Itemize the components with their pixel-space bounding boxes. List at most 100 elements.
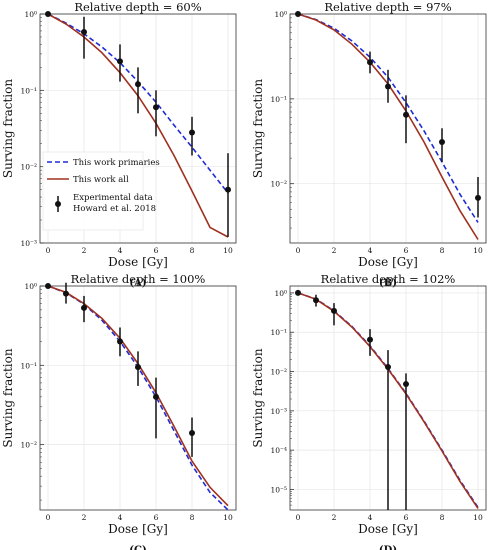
y-tick-label: 10⁻³	[20, 239, 37, 248]
y-axis-title: Surving fraction	[1, 348, 15, 447]
x-tick-label: 2	[332, 246, 337, 255]
data-point	[367, 336, 373, 343]
x-tick-label: 10	[473, 246, 483, 255]
y-tick-label: 10⁻²	[270, 368, 287, 377]
y-axis-title: Surving fraction	[1, 79, 15, 178]
y-tick-label: 10⁻²	[20, 163, 37, 172]
x-tick-label: 4	[118, 513, 123, 522]
data-point	[63, 290, 69, 297]
panel-label: (A)	[129, 278, 146, 289]
data-point	[153, 104, 159, 111]
x-tick-label: 0	[296, 513, 301, 522]
panel-c: 0 2 4 6 8 10 10⁻² 10⁻¹ 10⁰ Relative depth = 100% D…	[1, 272, 237, 550]
data-point	[403, 381, 409, 388]
x-tick-label: 8	[190, 513, 195, 522]
legend: This work primaries This work all Experime…	[42, 151, 160, 231]
panel-a: 0 2 4 6 8 10 10⁻³ 10⁻² 10⁻¹ 10⁰ Relative depth = 6…	[1, 0, 237, 289]
data-point	[135, 81, 141, 88]
x-axis-title: Dose [Gy]	[108, 255, 168, 269]
y-tick-label: 10⁻¹	[270, 328, 287, 337]
panel-title: Relative depth = 60%	[74, 0, 201, 14]
y-axis-title: Surving fraction	[251, 79, 265, 178]
plot-frame	[289, 13, 487, 244]
y-tick-label: 10⁰	[274, 10, 287, 19]
x-tick-label: 10	[223, 513, 233, 522]
y-tick-label: 10⁻¹	[20, 361, 37, 370]
data-point	[403, 111, 409, 118]
x-tick-label: 2	[82, 513, 87, 522]
data-point	[225, 186, 231, 193]
data-point	[313, 297, 319, 304]
data-point	[117, 58, 123, 65]
data-point	[117, 338, 123, 345]
legend-label-all: This work all	[73, 175, 129, 185]
y-tick-label: 10⁻⁴	[270, 446, 287, 455]
panel-label: (C)	[129, 545, 146, 550]
data-point	[189, 129, 195, 136]
data-point	[295, 11, 301, 17]
x-tick-label: 4	[368, 246, 373, 255]
x-tick-label: 6	[404, 513, 409, 522]
plot-frame	[39, 13, 237, 244]
data-point	[367, 59, 373, 66]
y-tick-label: 10⁻²	[20, 441, 37, 450]
x-tick-label: 8	[440, 513, 445, 522]
panel-title: Relative depth = 100%	[71, 272, 206, 286]
x-axis-title: Dose [Gy]	[358, 255, 418, 269]
panel-title: Relative depth = 102%	[321, 272, 456, 286]
x-tick-label: 2	[82, 246, 87, 255]
x-tick-label: 10	[473, 513, 483, 522]
y-tick-label: 10⁻¹	[270, 95, 287, 104]
legend-label-experimental: Experimental data	[73, 193, 153, 203]
data-point	[153, 393, 159, 400]
series-line-primaries	[297, 13, 479, 223]
x-tick-label: 8	[190, 246, 195, 255]
y-axis-title: Surving fraction	[251, 348, 265, 447]
y-tick-label: 10⁰	[24, 10, 37, 19]
panel-b: 0 2 4 6 8 10 10⁻² 10⁻¹ 10⁰ Relative depth = 97% Do…	[251, 0, 487, 289]
plot-frame	[39, 285, 237, 511]
x-tick-label: 0	[296, 246, 301, 255]
x-tick-label: 2	[332, 513, 337, 522]
y-tick-label: 10⁻¹	[20, 86, 37, 95]
series-line-primaries	[47, 285, 229, 511]
x-tick-label: 6	[154, 246, 159, 255]
data-point	[189, 430, 195, 437]
x-tick-label: 6	[404, 246, 409, 255]
data-point	[45, 283, 51, 289]
x-tick-label: 0	[46, 513, 51, 522]
x-tick-label: 10	[223, 246, 233, 255]
y-tick-label: 10⁰	[24, 282, 37, 291]
data-point	[439, 139, 445, 146]
y-tick-label: 10⁻²	[270, 180, 287, 189]
x-axis-title: Dose [Gy]	[108, 522, 168, 536]
legend-label-reference: Howard et al. 2018	[73, 204, 156, 214]
legend-label-primaries: This work primaries	[73, 158, 160, 168]
data-point	[385, 364, 391, 371]
x-axis-title: Dose [Gy]	[358, 522, 418, 536]
series-line-all	[297, 13, 479, 240]
panel-label: (B)	[379, 278, 397, 289]
series-line-all	[47, 285, 229, 507]
legend-box	[42, 151, 144, 231]
x-tick-label: 4	[368, 513, 373, 522]
data-point	[385, 83, 391, 90]
x-tick-label: 4	[118, 246, 123, 255]
legend-swatch-point	[55, 201, 61, 207]
data-point	[81, 304, 87, 311]
y-tick-label: 10⁰	[274, 289, 287, 298]
data-point	[81, 29, 87, 36]
y-tick-label: 10⁻³	[270, 407, 287, 416]
panel-d: 0 2 4 6 8 10 10⁻⁵ 10⁻⁴ 10⁻³ 10⁻² 10⁻¹ 10⁰ Relative d…	[251, 272, 487, 550]
y-tick-label: 10⁻⁵	[270, 485, 287, 494]
x-tick-label: 0	[46, 246, 51, 255]
data-point	[135, 364, 141, 371]
panel-label: (D)	[379, 545, 397, 550]
data-point	[475, 194, 481, 201]
panel-title: Relative depth = 97%	[324, 0, 451, 14]
x-tick-label: 6	[154, 513, 159, 522]
data-point	[295, 289, 301, 296]
x-tick-label: 8	[440, 246, 445, 255]
data-point	[331, 307, 337, 314]
